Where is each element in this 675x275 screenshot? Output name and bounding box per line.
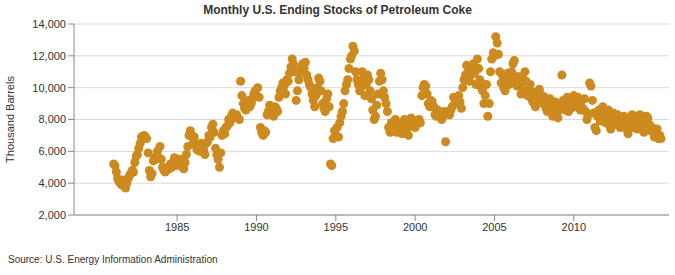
svg-text:2005: 2005 (482, 221, 506, 233)
svg-text:6,000: 6,000 (38, 145, 66, 157)
svg-text:12,000: 12,000 (32, 50, 66, 62)
svg-text:2,000: 2,000 (38, 209, 66, 221)
svg-text:1995: 1995 (324, 221, 348, 233)
svg-text:2010: 2010 (562, 221, 586, 233)
html-text:Source: U.S. Energy Informatio: Source: U.S. Energy Information Administ… (8, 254, 218, 265)
svg-text:1990: 1990 (244, 221, 268, 233)
svg-text:Thousand Barrels: Thousand Barrels (8, 76, 16, 163)
svg-text:14,000: 14,000 (32, 18, 66, 30)
svg-text:1985: 1985 (165, 221, 189, 233)
html-text:Monthly U.S. Ending Stocks of: Monthly U.S. Ending Stocks of Petroleum … (203, 3, 472, 17)
svg-text:4,000: 4,000 (38, 177, 66, 189)
svg-text:10,000: 10,000 (32, 82, 66, 94)
svg-text:8,000: 8,000 (38, 113, 66, 125)
svg-text:2000: 2000 (403, 221, 427, 233)
